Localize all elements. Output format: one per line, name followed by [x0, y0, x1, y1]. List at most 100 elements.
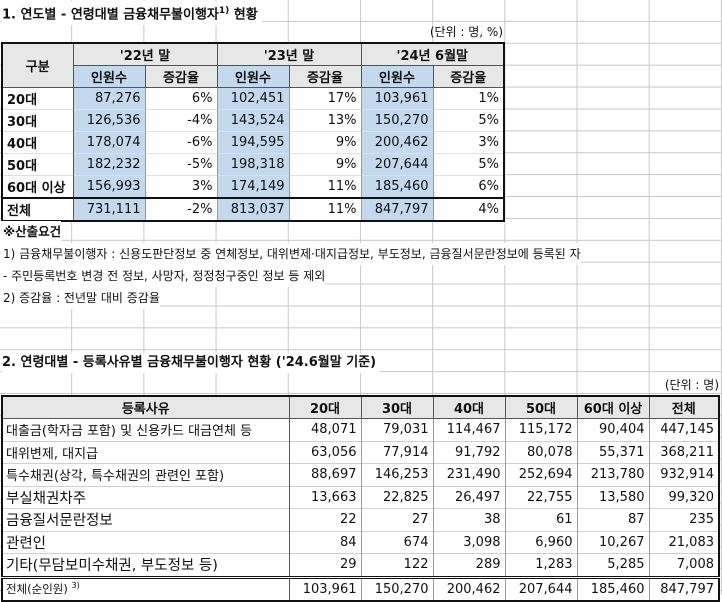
cell-value: 200,462	[432, 575, 506, 601]
cell-value: 13,663	[288, 485, 362, 509]
row-label: 특수채권(상각, 특수채권의 관련인 포함)	[1, 463, 290, 486]
cell-value: 26,497	[432, 485, 506, 509]
cell-value: 103,961	[288, 575, 362, 601]
cell-value: 1,283	[504, 553, 578, 577]
section1-title: 1. 연도별 - 연령대별 금융채무불이행자1) 현황	[2, 1, 262, 26]
table-total-row: 전체 731,111 -2% 813,037 11% 847,797 4%	[1, 196, 505, 221]
cell-rate: -2%	[144, 196, 218, 221]
cell-value: 90,404	[576, 418, 650, 441]
subheader-count: 인원수	[360, 64, 434, 88]
header-age: 30대	[360, 395, 434, 419]
cell-value: 122	[360, 553, 434, 577]
table-row: 대출금(학자금 포함) 및 신용카드 대금연체 등 48,071 79,031 …	[1, 418, 720, 441]
cell-count: 178,074	[72, 130, 146, 153]
cell-value: 7,008	[648, 553, 720, 577]
header-total: 전체	[648, 395, 720, 419]
cell-count: 847,797	[360, 196, 434, 221]
notes-heading: ※산출요건	[0, 221, 62, 243]
cell-rate: 1%	[432, 86, 505, 109]
cell-rate: 17%	[288, 86, 362, 109]
cell-value: 847,797	[648, 575, 720, 601]
cell-count: 150,270	[360, 108, 434, 131]
row-label: 20대	[1, 86, 74, 109]
table-row: 금융질서문란정보 22 27 38 61 87 235	[1, 508, 720, 531]
row-label: 전체(순인원) 3)	[1, 575, 290, 601]
note-line: 1) 금융채무불이행자 : 신용도판단정보 중 연체정보, 대위변제·대지급정보…	[0, 243, 581, 265]
header-age: 60대 이상	[576, 395, 650, 419]
header-period-22: '22년 말	[72, 42, 218, 66]
cell-count: 174,149	[216, 174, 290, 198]
cell-value: 185,460	[576, 575, 650, 601]
section1-title-suffix: 현황	[229, 7, 258, 23]
row-label: 전체	[1, 196, 74, 221]
cell-value: 368,211	[648, 440, 720, 464]
row-label: 60대 이상	[1, 174, 74, 198]
table-total-row: 전체(순인원) 3) 103,961 150,270 200,462 207,6…	[1, 575, 720, 601]
cell-value: 61	[504, 508, 578, 531]
cell-value: 146,253	[360, 463, 434, 486]
cell-count: 731,111	[72, 196, 146, 221]
cell-rate: -5%	[144, 152, 218, 175]
cell-value: 87	[576, 508, 650, 531]
cell-rate: 9%	[288, 152, 362, 175]
cell-rate: 6%	[432, 174, 505, 198]
cell-value: 10,267	[576, 530, 650, 554]
cell-rate: 5%	[432, 152, 505, 175]
section1-unit: (단위 : 명, %)	[429, 25, 503, 39]
cell-value: 80,078	[504, 440, 578, 464]
cell-value: 29	[288, 553, 362, 577]
cell-value: 674	[360, 530, 434, 554]
subheader-rate: 증감율	[432, 64, 505, 88]
cell-rate: 11%	[288, 174, 362, 198]
subheader-count: 인원수	[216, 64, 290, 88]
header-category: 구분	[1, 42, 74, 88]
cell-count: 156,993	[72, 174, 146, 198]
cell-value: 932,914	[648, 463, 720, 486]
cell-value: 447,145	[648, 418, 720, 441]
cell-value: 88,697	[288, 463, 362, 486]
note-line: - 주민등록번호 변경 전 정보, 사망자, 정정청구중인 정보 등 제외	[0, 265, 326, 287]
table-row: 특수채권(상각, 특수채권의 관련인 포함) 88,697 146,253 23…	[1, 463, 720, 486]
cell-value: 79,031	[360, 418, 434, 441]
row-label: 대출금(학자금 포함) 및 신용카드 대금연체 등	[1, 418, 290, 441]
header-age: 20대	[288, 395, 362, 419]
header-reason: 등록사유	[1, 395, 290, 419]
table-row: 30대 126,536 -4% 143,524 13% 150,270 5%	[1, 108, 505, 131]
table-row: 60대 이상 156,993 3% 174,149 11% 185,460 6%	[1, 174, 505, 198]
cell-value: 252,694	[504, 463, 578, 486]
cell-count: 182,232	[72, 152, 146, 175]
header-period-23: '23년 말	[216, 42, 362, 66]
cell-rate: 11%	[288, 196, 362, 221]
row-label: 기타(무담보미수채권, 부도정보 등)	[1, 553, 290, 577]
cell-value: 48,071	[288, 418, 362, 441]
table-row: 관련인 84 674 3,098 6,960 10,267 21,083	[1, 530, 720, 554]
cell-value: 213,780	[576, 463, 650, 486]
cell-rate: 3%	[144, 174, 218, 198]
cell-count: 126,536	[72, 108, 146, 131]
cell-value: 99,320	[648, 485, 720, 509]
header-period-24: '24년 6월말	[360, 42, 505, 66]
header-age: 40대	[432, 395, 506, 419]
cell-value: 21,083	[648, 530, 720, 554]
cell-value: 27	[360, 508, 434, 531]
cell-count: 207,644	[360, 152, 434, 175]
cell-value: 13,580	[576, 485, 650, 509]
cell-value: 77,914	[360, 440, 434, 464]
cell-rate: 4%	[432, 196, 505, 221]
table-reason-age: 등록사유 20대 30대 40대 50대 60대 이상 전체 대출금(학자금 포…	[1, 395, 720, 602]
row-label: 30대	[1, 108, 74, 131]
row-label: 부실채권차주	[1, 485, 290, 509]
cell-value: 3,098	[432, 530, 506, 554]
cell-value: 38	[432, 508, 506, 531]
table-row: 기타(무담보미수채권, 부도정보 등) 29 122 289 1,283 5,2…	[1, 553, 720, 577]
footnote-sup: 1)	[218, 6, 230, 16]
cell-value: 207,644	[504, 575, 578, 601]
cell-rate: 9%	[288, 130, 362, 153]
cell-value: 115,172	[504, 418, 578, 441]
cell-value: 5,285	[576, 553, 650, 577]
cell-value: 91,792	[432, 440, 506, 464]
cell-value: 22,755	[504, 485, 578, 509]
cell-value: 63,056	[288, 440, 362, 464]
cell-count: 198,318	[216, 152, 290, 175]
cell-value: 150,270	[360, 575, 434, 601]
